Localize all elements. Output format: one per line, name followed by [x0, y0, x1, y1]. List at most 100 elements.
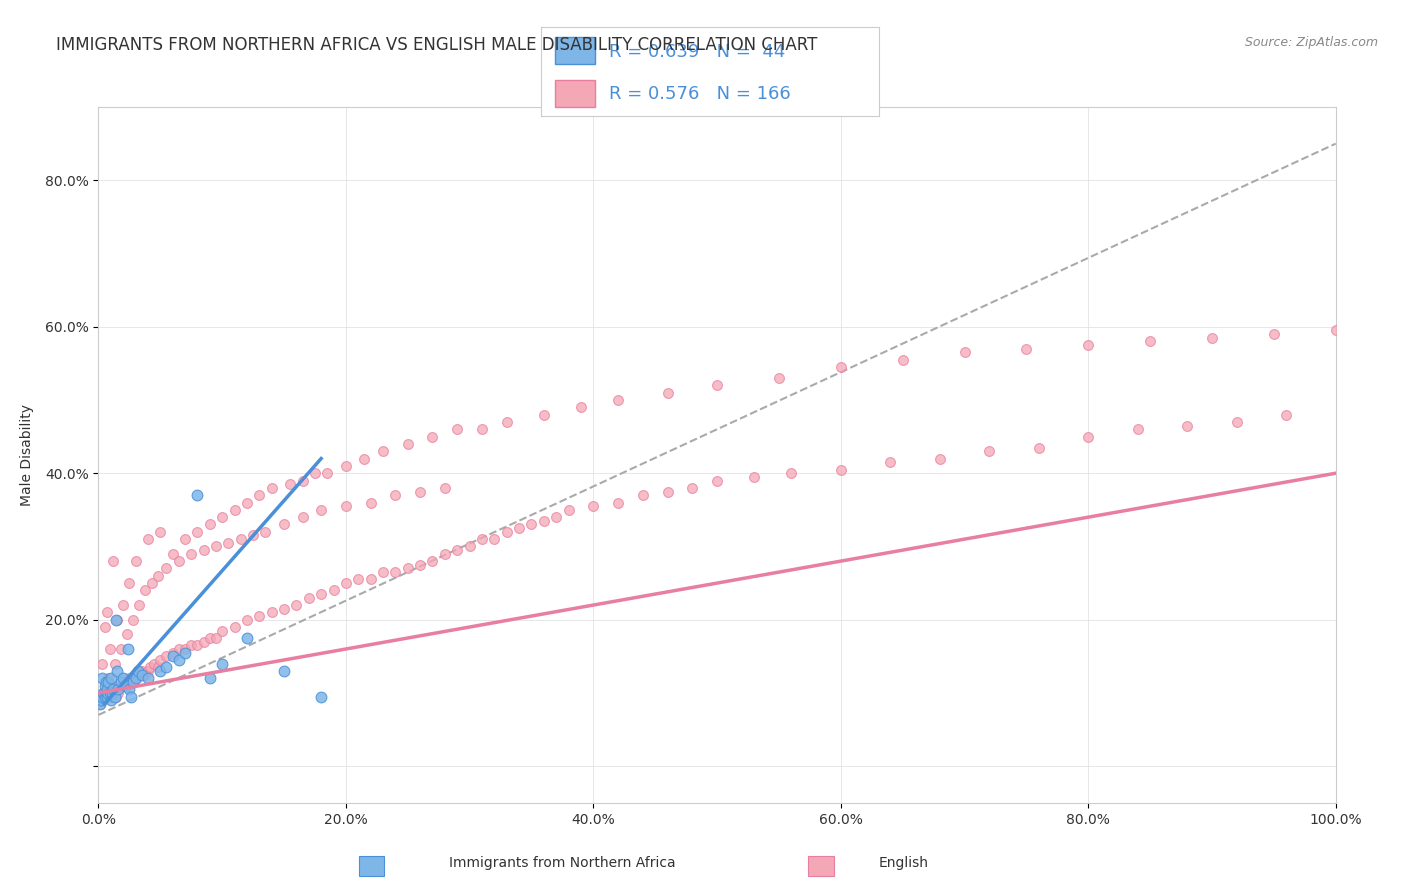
- Point: [247, 609, 270, 624]
- Point: [186, 524, 208, 539]
- Text: R = 0.639   N =  44: R = 0.639 N = 44: [609, 43, 785, 61]
- Point: [1275, 408, 1298, 422]
- Point: [101, 690, 124, 704]
- Point: [103, 682, 125, 697]
- Point: [273, 664, 295, 678]
- Point: [93, 690, 115, 704]
- Point: [174, 642, 197, 657]
- Point: [93, 686, 115, 700]
- Point: [409, 484, 432, 499]
- Point: [433, 481, 456, 495]
- Point: [371, 444, 394, 458]
- Point: [384, 488, 406, 502]
- Point: [100, 682, 122, 697]
- Point: [198, 631, 221, 645]
- Point: [104, 690, 127, 704]
- Point: [100, 671, 122, 685]
- Text: IMMIGRANTS FROM NORTHERN AFRICA VS ENGLISH MALE DISABILITY CORRELATION CHART: IMMIGRANTS FROM NORTHERN AFRICA VS ENGLI…: [56, 36, 818, 54]
- Point: [149, 524, 172, 539]
- Point: [495, 524, 517, 539]
- Point: [91, 671, 114, 685]
- Point: [97, 671, 120, 685]
- Point: [1324, 323, 1347, 337]
- Point: [224, 503, 246, 517]
- Point: [127, 667, 149, 681]
- Text: Source: ZipAtlas.com: Source: ZipAtlas.com: [1244, 36, 1378, 49]
- Point: [433, 547, 456, 561]
- Point: [484, 532, 506, 546]
- Point: [409, 558, 432, 572]
- Point: [89, 697, 111, 711]
- Point: [105, 664, 128, 678]
- Point: [136, 532, 159, 546]
- Point: [211, 657, 233, 671]
- Point: [520, 517, 543, 532]
- Point: [118, 671, 141, 685]
- Point: [101, 686, 124, 700]
- Point: [211, 510, 233, 524]
- Point: [93, 686, 115, 700]
- Point: [1263, 327, 1285, 342]
- Point: [167, 653, 190, 667]
- Point: [335, 458, 357, 473]
- Point: [93, 693, 115, 707]
- Y-axis label: Male Disability: Male Disability: [20, 404, 34, 506]
- Point: [446, 422, 468, 436]
- Point: [118, 682, 141, 697]
- Point: [162, 547, 184, 561]
- Point: [89, 697, 111, 711]
- Point: [260, 606, 283, 620]
- Point: [1175, 418, 1198, 433]
- Point: [236, 631, 259, 645]
- Point: [122, 613, 145, 627]
- Point: [242, 528, 264, 542]
- Point: [100, 693, 122, 707]
- Point: [155, 649, 177, 664]
- Point: [495, 415, 517, 429]
- Point: [236, 613, 259, 627]
- Point: [1226, 415, 1249, 429]
- Point: [139, 660, 162, 674]
- Point: [780, 467, 803, 481]
- Point: [122, 675, 145, 690]
- Point: [309, 503, 332, 517]
- Point: [979, 444, 1001, 458]
- Point: [193, 543, 215, 558]
- Point: [928, 451, 950, 466]
- Point: [371, 565, 394, 579]
- Point: [353, 451, 375, 466]
- Point: [309, 587, 332, 601]
- Point: [1077, 338, 1099, 352]
- FancyBboxPatch shape: [555, 37, 595, 64]
- Point: [90, 693, 112, 707]
- Point: [110, 675, 132, 690]
- Point: [103, 686, 125, 700]
- Point: [254, 524, 277, 539]
- Point: [211, 624, 233, 638]
- Point: [569, 401, 592, 415]
- FancyBboxPatch shape: [555, 80, 595, 107]
- Point: [98, 642, 121, 657]
- Point: [180, 638, 202, 652]
- Point: [830, 462, 852, 476]
- Point: [322, 583, 344, 598]
- Point: [471, 532, 494, 546]
- Point: [120, 690, 142, 704]
- Point: [471, 422, 494, 436]
- Point: [104, 613, 127, 627]
- Point: [1028, 441, 1050, 455]
- Point: [149, 664, 172, 678]
- Point: [273, 517, 295, 532]
- Point: [1015, 342, 1038, 356]
- Point: [217, 536, 239, 550]
- Point: [131, 667, 153, 681]
- Point: [891, 352, 914, 367]
- Point: [706, 378, 728, 392]
- Point: [93, 690, 115, 704]
- Point: [93, 620, 115, 634]
- Point: [198, 517, 221, 532]
- Point: [298, 591, 321, 605]
- Point: [224, 620, 246, 634]
- Point: [422, 554, 444, 568]
- Point: [134, 667, 156, 681]
